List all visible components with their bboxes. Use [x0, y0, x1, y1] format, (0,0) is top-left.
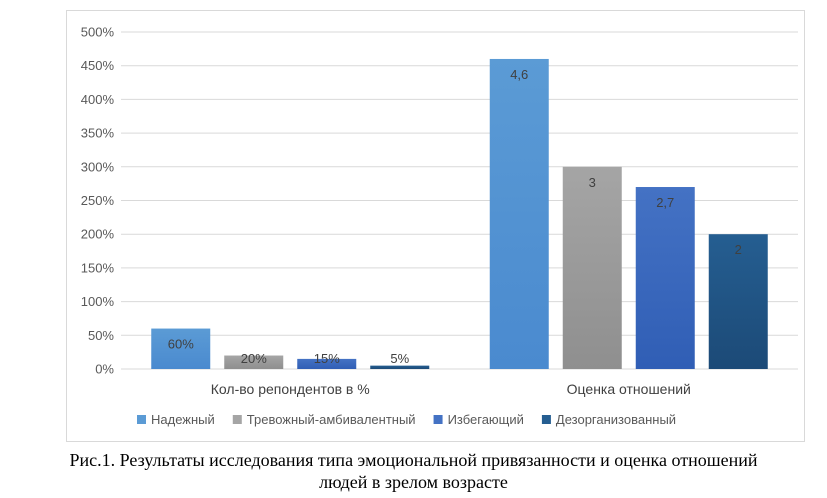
data-label: 4,6 [510, 67, 528, 82]
y-tick-label: 400% [81, 92, 115, 107]
bar [297, 358, 357, 369]
y-tick-label: 150% [81, 260, 115, 275]
y-tick-label: 350% [81, 126, 115, 141]
y-tick-label: 250% [81, 193, 115, 208]
bar [224, 355, 284, 369]
caption-line-1: Рис.1. Результаты исследования типа эмоц… [69, 450, 758, 470]
bar [708, 234, 768, 369]
legend-item: Дезорганизованный [541, 412, 676, 427]
y-tick-label: 50% [88, 328, 114, 343]
x-category-label: Оценка отношений [567, 381, 691, 397]
y-tick-label: 100% [81, 294, 115, 309]
data-label: 20% [241, 351, 267, 366]
y-tick-label: 0% [95, 362, 114, 377]
legend: Надежный Тревожный-амбивалентный Избегающи… [137, 412, 676, 427]
legend-swatch [541, 415, 551, 424]
y-tick-label: 300% [81, 159, 115, 174]
gridlines [121, 31, 798, 370]
y-axis-ticks: 0% 50% 100% 150% 200% 250% 300% 350% 400% 450% 500… [81, 25, 115, 377]
bar [370, 365, 430, 369]
data-label: 2,7 [656, 195, 674, 210]
legend-label: Дезорганизованный [556, 412, 676, 427]
bar-chart: 0% 50% 100% 150% 200% 250% 300% 350% 400% 450% 500… [81, 25, 798, 427]
bars [151, 58, 768, 370]
legend-swatch [232, 415, 242, 424]
bar [562, 166, 622, 369]
data-labels: 60% 20% 15% 5% 4,6 3 2,7 2 [168, 67, 742, 366]
legend-item: Тревожный-амбивалентный [232, 412, 416, 427]
data-label: 15% [314, 351, 340, 366]
data-label: 2 [735, 242, 742, 257]
bar [635, 187, 695, 369]
x-category-label: Кол-во репондентов в % [211, 381, 370, 397]
bar [489, 58, 549, 370]
legend-label: Надежный [151, 412, 215, 427]
data-label: 3 [589, 175, 596, 190]
y-tick-label: 500% [81, 25, 115, 40]
data-label: 5% [390, 351, 409, 366]
legend-item: Избегающий [433, 412, 524, 427]
y-tick-label: 450% [81, 58, 115, 73]
y-tick-label: 200% [81, 227, 115, 242]
legend-label: Тревожный-амбивалентный [247, 412, 416, 427]
x-axis-categories: Кол-во репондентов в % Оценка отношений [211, 381, 691, 397]
legend-swatch [433, 415, 443, 424]
chart-area: 0% 50% 100% 150% 200% 250% 300% 350% 400% 450% 500… [66, 10, 805, 442]
bar [151, 328, 211, 369]
caption-line-2: людей в зрелом возрасте [319, 472, 508, 492]
legend-label: Избегающий [448, 412, 524, 427]
legend-item: Надежный [137, 412, 215, 427]
legend-swatch [137, 415, 146, 424]
figure-caption: Рис.1. Результаты исследования типа эмоц… [0, 449, 827, 493]
data-label: 60% [168, 337, 194, 352]
